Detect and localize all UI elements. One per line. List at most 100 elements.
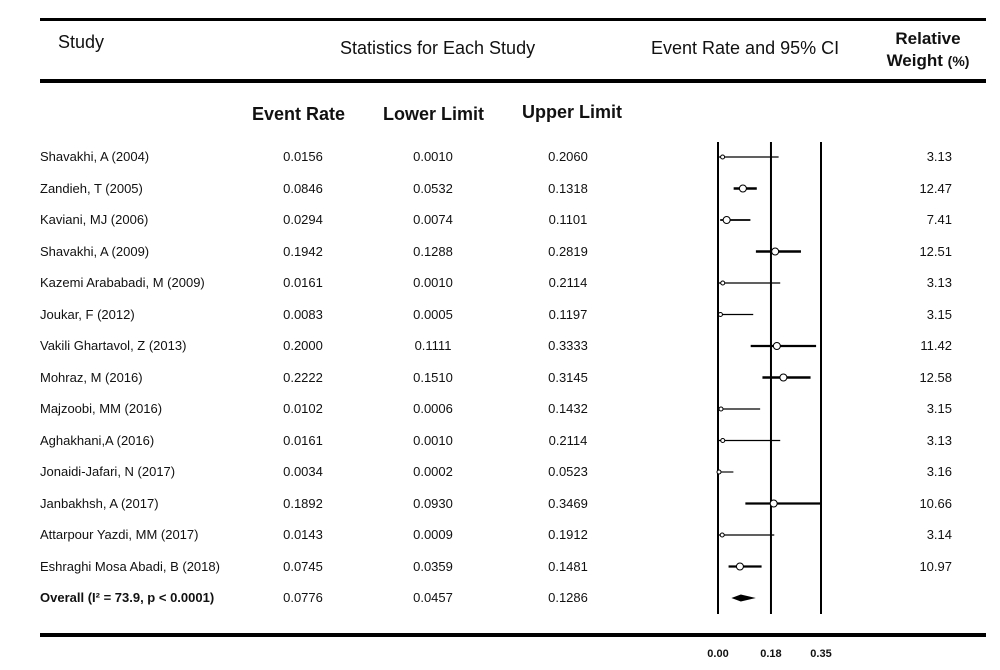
study-name: Mohraz, M (2016) — [40, 369, 143, 385]
study-column-header: Study — [58, 32, 105, 52]
point-estimate — [716, 469, 722, 475]
weight-value: 3.13 — [926, 275, 952, 290]
study-name: Vakili Ghartavol, Z (2013) — [40, 338, 187, 353]
weight-value: 10.66 — [919, 495, 952, 511]
weight-value: 12.58 — [919, 369, 952, 385]
x-tick-label: 0.18 — [760, 648, 782, 660]
study-name: Kaviani, MJ (2006) — [40, 212, 149, 227]
weight-column-header: Relative Weight (%) — [876, 28, 980, 72]
upper-limit-value: 0.1197 — [548, 306, 588, 322]
upper-limit-value: 0.3333 — [548, 338, 588, 353]
weight-value: 12.47 — [919, 180, 952, 196]
header-rule — [40, 79, 986, 83]
lower-limit-value: 0.1111 — [414, 338, 452, 353]
overall-lower-limit: 0.0457 — [413, 590, 453, 605]
lower-limit-value: 0.0002 — [413, 464, 453, 479]
overall-diamond — [731, 594, 756, 602]
weight-value: 3.14 — [926, 527, 952, 542]
ci-column-header: Event Rate and 95% CI — [651, 38, 840, 58]
point-estimate — [779, 373, 788, 382]
point-estimate — [717, 312, 723, 317]
weight-header-unit: (%) — [947, 53, 970, 69]
upper-limit-value: 0.2114 — [548, 275, 588, 290]
upper-limit-value: 0.3145 — [548, 369, 588, 385]
lower-limit-value: 0.0359 — [413, 558, 453, 574]
weight-value: 3.13 — [926, 432, 952, 448]
event-rate-value: 0.0143 — [283, 527, 323, 542]
weight-value: 3.16 — [926, 464, 952, 479]
weight-value: 7.41 — [926, 212, 952, 227]
study-name: Shavakhi, A (2004) — [40, 149, 150, 164]
lower-limit-value: 0.0930 — [413, 495, 453, 511]
overall-upper-limit: 0.1286 — [548, 590, 588, 605]
weight-value: 3.15 — [926, 306, 952, 322]
event-rate-value: 0.0156 — [283, 149, 323, 164]
point-estimate — [720, 438, 726, 443]
upper-limit-value: 0.1912 — [548, 527, 588, 542]
event-rate-subheader: Event Rate — [252, 104, 346, 124]
lower-limit-value: 0.0006 — [413, 401, 453, 416]
point-estimate — [769, 499, 778, 508]
point-estimate — [720, 280, 726, 286]
weight-value: 10.97 — [919, 558, 952, 574]
lower-limit-value: 0.0010 — [413, 275, 453, 290]
bottom-rule — [40, 633, 986, 637]
study-name: Janbakhsh, A (2017) — [40, 495, 159, 511]
point-estimate — [738, 184, 747, 193]
point-estimate — [772, 342, 781, 350]
point-estimate — [720, 154, 726, 160]
event-rate-value: 0.0083 — [283, 306, 323, 322]
point-estimate — [735, 562, 744, 571]
lower-limit-subheader: Lower Limit — [383, 104, 485, 124]
study-name: Kazemi Arababadi, M (2009) — [40, 275, 205, 290]
top-rule — [40, 18, 986, 21]
event-rate-value: 0.1892 — [283, 495, 323, 511]
lower-limit-value: 0.1510 — [413, 369, 453, 385]
lower-limit-value: 0.0005 — [413, 306, 453, 322]
study-name: Majzoobi, MM (2016) — [40, 401, 163, 416]
upper-limit-value: 0.1101 — [548, 212, 588, 227]
weight-value: 12.51 — [919, 243, 952, 259]
event-rate-value: 0.0846 — [283, 180, 323, 196]
study-name: Zandieh, T (2005) — [40, 180, 143, 196]
upper-limit-subheader: Upper Limit — [522, 102, 623, 122]
lower-limit-value: 0.0074 — [413, 212, 453, 227]
lower-limit-value: 0.1288 — [413, 243, 453, 259]
study-name: Jonaidi-Jafari, N (2017) — [40, 464, 176, 479]
study-name: Aghakhani,A (2016) — [40, 432, 155, 448]
lower-limit-value: 0.0009 — [413, 527, 453, 542]
upper-limit-value: 0.1432 — [548, 401, 588, 416]
event-rate-value: 0.0161 — [283, 275, 323, 290]
x-tick-label: 0.00 — [707, 648, 729, 660]
point-estimate — [718, 406, 724, 412]
overall-event-rate: 0.0776 — [283, 590, 323, 605]
study-name: Shavakhi, A (2009) — [40, 243, 150, 259]
lower-limit-value: 0.0010 — [413, 149, 453, 164]
upper-limit-value: 0.2819 — [548, 243, 588, 259]
point-estimate — [722, 216, 731, 224]
ci-marks — [716, 154, 821, 602]
event-rate-value: 0.2222 — [283, 369, 323, 385]
stats-column-header: Statistics for Each Study — [340, 38, 536, 58]
weight-header-line1: Relative — [895, 29, 961, 48]
upper-limit-value: 0.1318 — [548, 180, 588, 196]
upper-limit-value: 0.0523 — [548, 464, 588, 479]
event-rate-value: 0.1942 — [283, 243, 323, 259]
event-rate-value: 0.0102 — [283, 401, 323, 416]
event-rate-value: 0.0745 — [283, 558, 323, 574]
x-tick-label: 0.35 — [810, 648, 832, 660]
event-rate-value: 0.0161 — [283, 432, 323, 448]
upper-limit-value: 0.2060 — [548, 149, 588, 164]
upper-limit-value: 0.2114 — [548, 432, 588, 448]
weight-value: 3.13 — [926, 149, 952, 164]
event-rate-value: 0.2000 — [283, 338, 323, 353]
upper-limit-value: 0.3469 — [548, 495, 588, 511]
weight-value: 3.15 — [926, 401, 952, 416]
weight-value: 11.42 — [920, 338, 952, 353]
study-name: Joukar, F (2012) — [40, 306, 135, 322]
upper-limit-value: 0.1481 — [548, 558, 588, 574]
weight-header-line2: Weight (%) — [876, 50, 980, 72]
study-name: Attarpour Yazdi, MM (2017) — [40, 527, 199, 542]
study-name: Eshraghi Mosa Abadi, B (2018) — [40, 558, 220, 574]
